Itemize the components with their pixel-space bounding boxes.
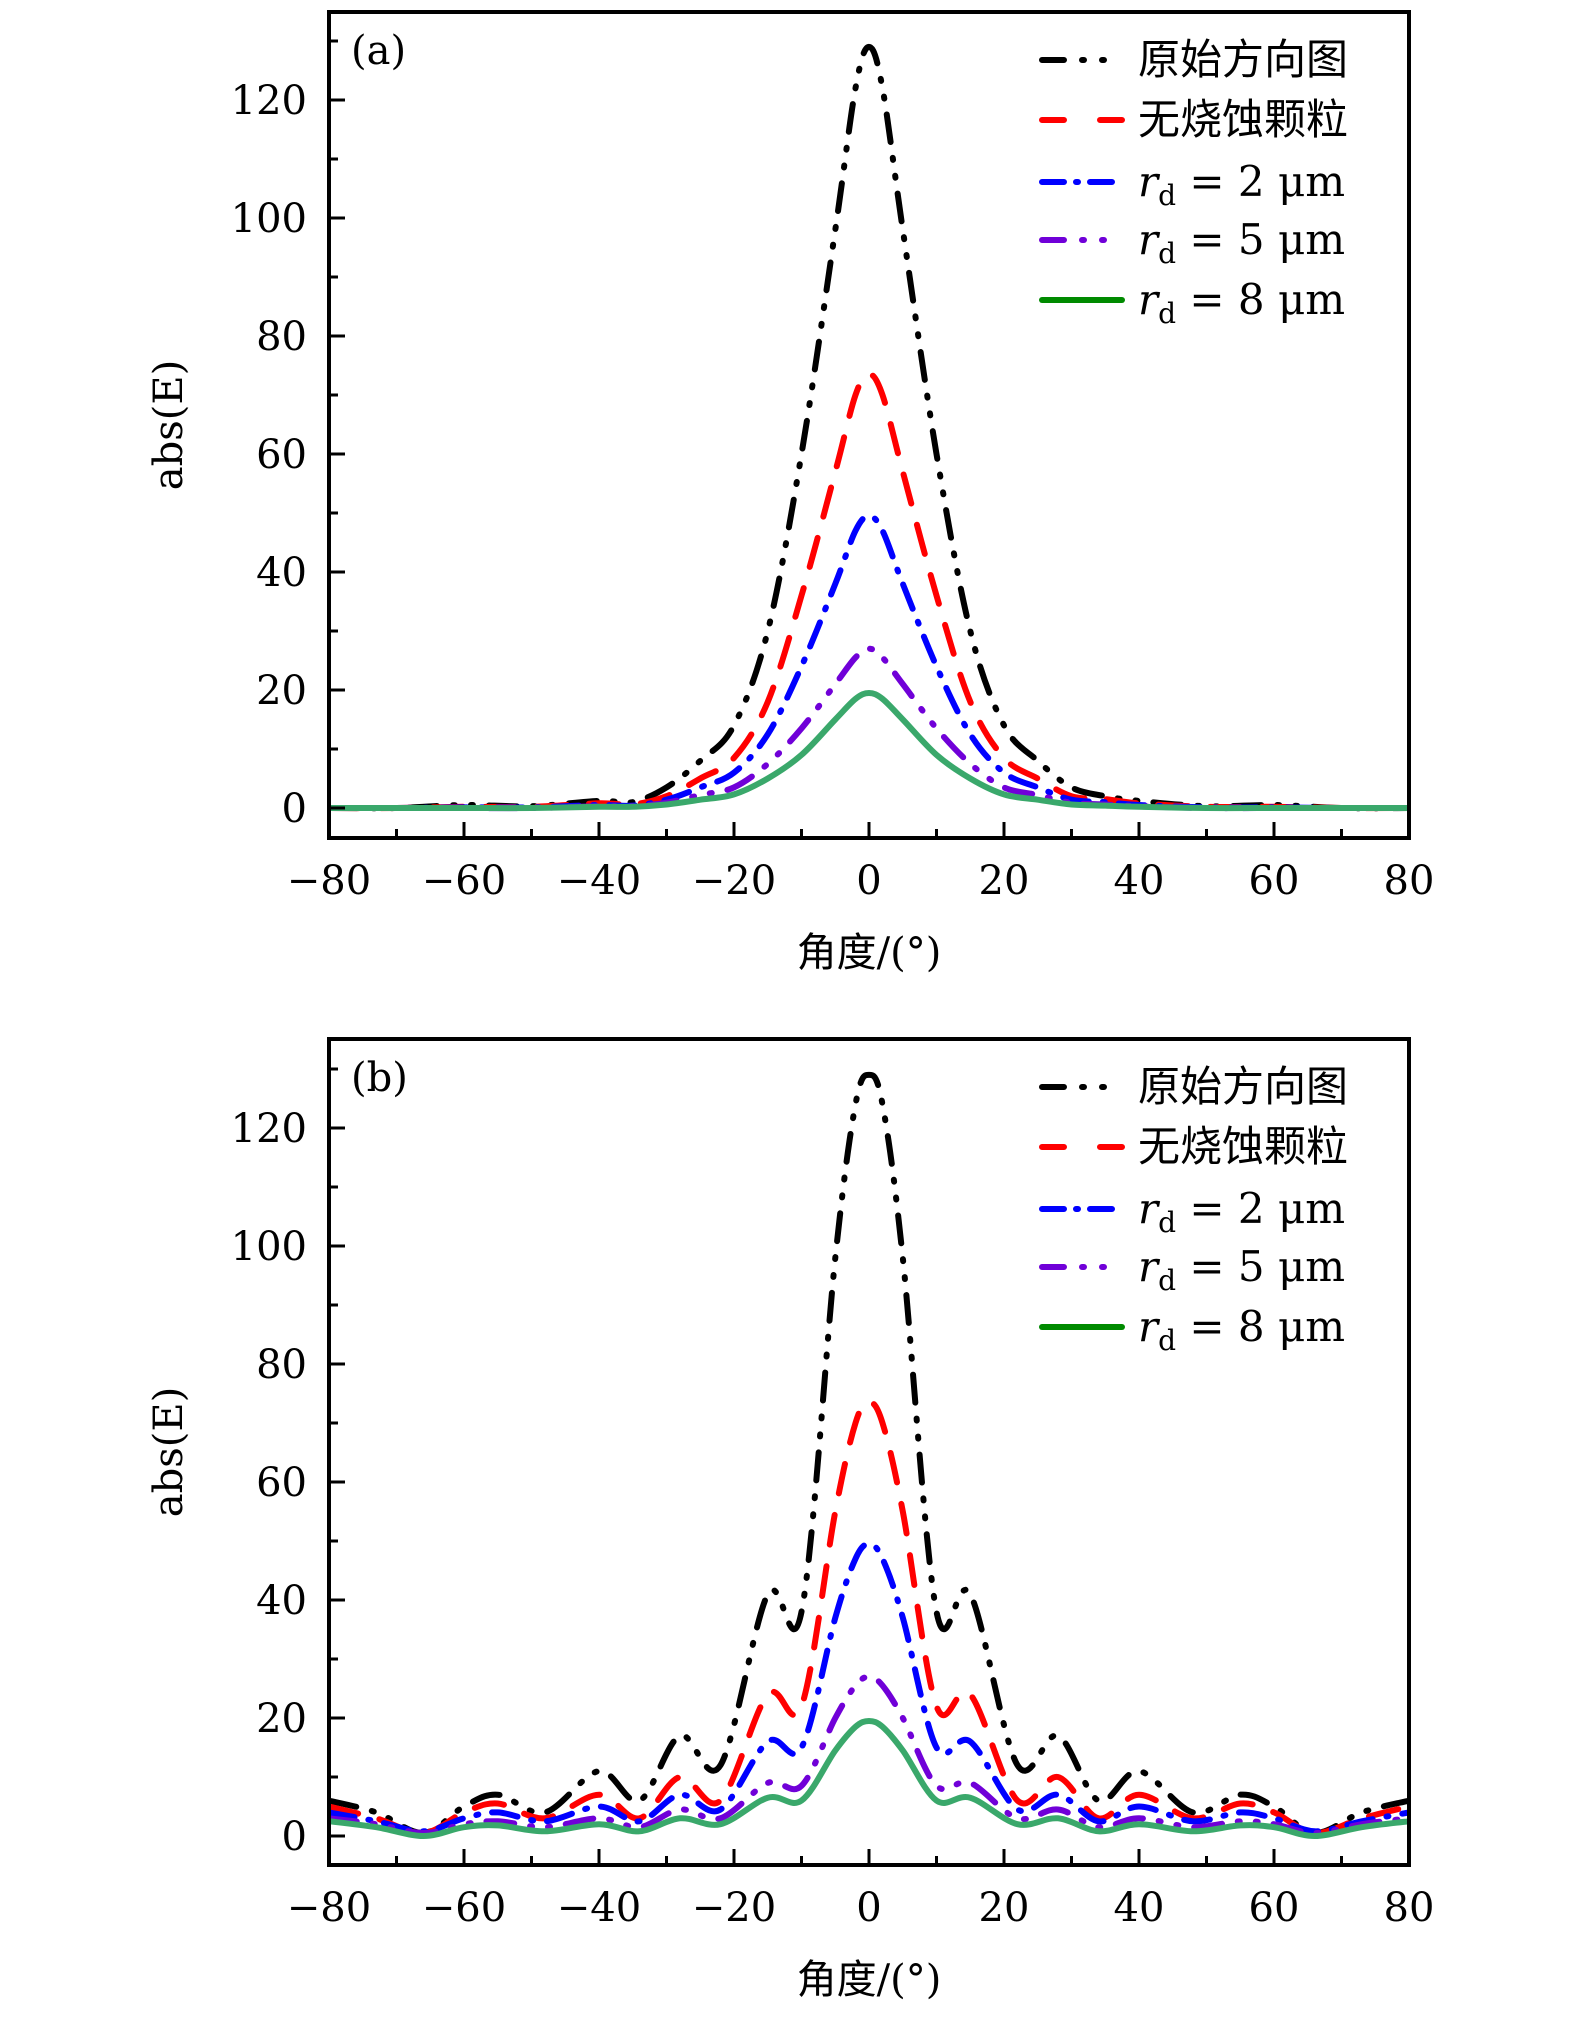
x-tick-label: −80 [287, 1885, 371, 1931]
legend-subscript: d [1158, 297, 1176, 330]
legend-label: 无烧蚀颗粒 [1138, 1122, 1348, 1171]
y-tick-label: 40 [256, 1578, 307, 1624]
legend-subscript: d [1158, 1264, 1176, 1297]
legend-subscript: d [1158, 1206, 1176, 1239]
plot-area [329, 1071, 1409, 1839]
legend-name: 无烧蚀颗粒 [1138, 95, 1348, 144]
y-tick-label: 100 [231, 196, 307, 242]
legend-label: rd = 8 μm [1138, 275, 1345, 330]
legend-name: 原始方向图 [1138, 1062, 1348, 1111]
panel-label: (b) [351, 1055, 408, 1101]
legend-name: 无烧蚀颗粒 [1138, 1122, 1348, 1171]
y-tick-label: 20 [256, 1696, 307, 1742]
legend-symbol: r [1138, 215, 1161, 264]
legend-symbol: r [1138, 1242, 1161, 1291]
series-line-1 [329, 43, 1409, 812]
x-tick-label: −80 [287, 858, 371, 904]
x-tick-label: 80 [1384, 1885, 1435, 1931]
legend-label: 原始方向图 [1138, 35, 1348, 84]
legend-label: 原始方向图 [1138, 1062, 1348, 1111]
legend-symbol: r [1138, 157, 1161, 206]
x-tick-label: 20 [979, 1885, 1030, 1931]
series-line-5 [329, 1718, 1409, 1839]
legend-label: rd = 5 μm [1138, 1242, 1345, 1297]
legend-label: rd = 2 μm [1138, 1184, 1345, 1239]
legend-name: 原始方向图 [1138, 35, 1348, 84]
y-tick-label: 80 [256, 314, 307, 360]
legend-value: = 2 μm [1176, 1184, 1345, 1233]
legend-value: = 8 μm [1176, 275, 1345, 324]
x-tick-label: −40 [557, 858, 641, 904]
x-tick-label: 80 [1384, 858, 1435, 904]
legend-symbol: r [1138, 1302, 1161, 1351]
series-line-2 [329, 371, 1409, 812]
y-tick-label: 120 [231, 1106, 307, 1152]
series-line-5 [329, 690, 1409, 812]
legend-item: rd = 2 μm [1039, 157, 1345, 212]
series-line-4 [329, 1673, 1409, 1836]
x-axis-label: 角度/(°) [797, 930, 942, 976]
legend-label: rd = 5 μm [1138, 215, 1345, 270]
y-tick-label: 40 [256, 550, 307, 596]
x-tick-label: −20 [692, 1885, 776, 1931]
x-tick-label: 60 [1249, 858, 1300, 904]
y-tick-label: 120 [231, 78, 307, 124]
y-tick-label: 100 [231, 1224, 307, 1270]
y-tick-label: 60 [256, 1460, 307, 1506]
legend-label: 无烧蚀颗粒 [1138, 95, 1348, 144]
legend-value: = 8 μm [1176, 1302, 1345, 1351]
legend-label: rd = 8 μm [1138, 1302, 1345, 1357]
x-tick-label: 20 [979, 858, 1030, 904]
series-line-1 [329, 1071, 1409, 1836]
legend-value: = 5 μm [1176, 1242, 1345, 1291]
legend-item: rd = 5 μm [1039, 215, 1345, 270]
legend-item: 无烧蚀颗粒 [1039, 1122, 1348, 1171]
y-tick-label: 80 [256, 1342, 307, 1388]
y-tick-label: 0 [282, 1814, 307, 1860]
x-axis-label: 角度/(°) [797, 1957, 942, 2003]
x-tick-label: −20 [692, 858, 776, 904]
y-tick-label: 20 [256, 668, 307, 714]
legend-item: 原始方向图 [1039, 35, 1348, 84]
y-tick-label: 0 [282, 786, 307, 832]
x-tick-label: 60 [1249, 1885, 1300, 1931]
x-tick-label: 40 [1114, 858, 1165, 904]
legend-label: rd = 2 μm [1138, 157, 1345, 212]
legend-symbol: r [1138, 1184, 1161, 1233]
series-line-3 [329, 513, 1409, 812]
legend-item: rd = 5 μm [1039, 1242, 1345, 1297]
legend-item: rd = 2 μm [1039, 1184, 1345, 1239]
legend-item: 原始方向图 [1039, 1062, 1348, 1111]
x-tick-label: −60 [422, 1885, 506, 1931]
x-tick-label: −40 [557, 1885, 641, 1931]
y-axis-label: abs(E) [146, 1387, 192, 1517]
panel-label: (a) [351, 28, 406, 74]
series-line-3 [329, 1541, 1409, 1835]
chart-panel-a: −80 −60 −40 −20 0 20 40 60 80 0 20 40 60 80 100 120 角度/(… [146, 10, 1435, 976]
x-tick-label: 0 [856, 1885, 881, 1931]
legend-value: = 2 μm [1176, 157, 1345, 206]
legend-subscript: d [1158, 1324, 1176, 1357]
x-tick-label: 40 [1114, 1885, 1165, 1931]
series-line-2 [329, 1399, 1409, 1837]
legend-subscript: d [1158, 237, 1176, 270]
y-tick-label: 60 [256, 432, 307, 478]
x-tick-label: 0 [856, 858, 881, 904]
legend-symbol: r [1138, 275, 1161, 324]
legend-item: 无烧蚀颗粒 [1039, 95, 1348, 144]
series-line-4 [329, 645, 1409, 812]
legend-item: rd = 8 μm [1039, 1302, 1345, 1357]
y-axis-label: abs(E) [146, 360, 192, 490]
legend-subscript: d [1158, 179, 1176, 212]
legend-item: rd = 8 μm [1039, 275, 1345, 330]
plot-area [329, 43, 1409, 812]
x-tick-label: −60 [422, 858, 506, 904]
chart-panel-b: −80 −60 −40 −20 0 20 40 60 80 0 20 40 60 80 100 120 角度/(… [146, 1037, 1435, 2003]
legend-value: = 5 μm [1176, 215, 1345, 264]
